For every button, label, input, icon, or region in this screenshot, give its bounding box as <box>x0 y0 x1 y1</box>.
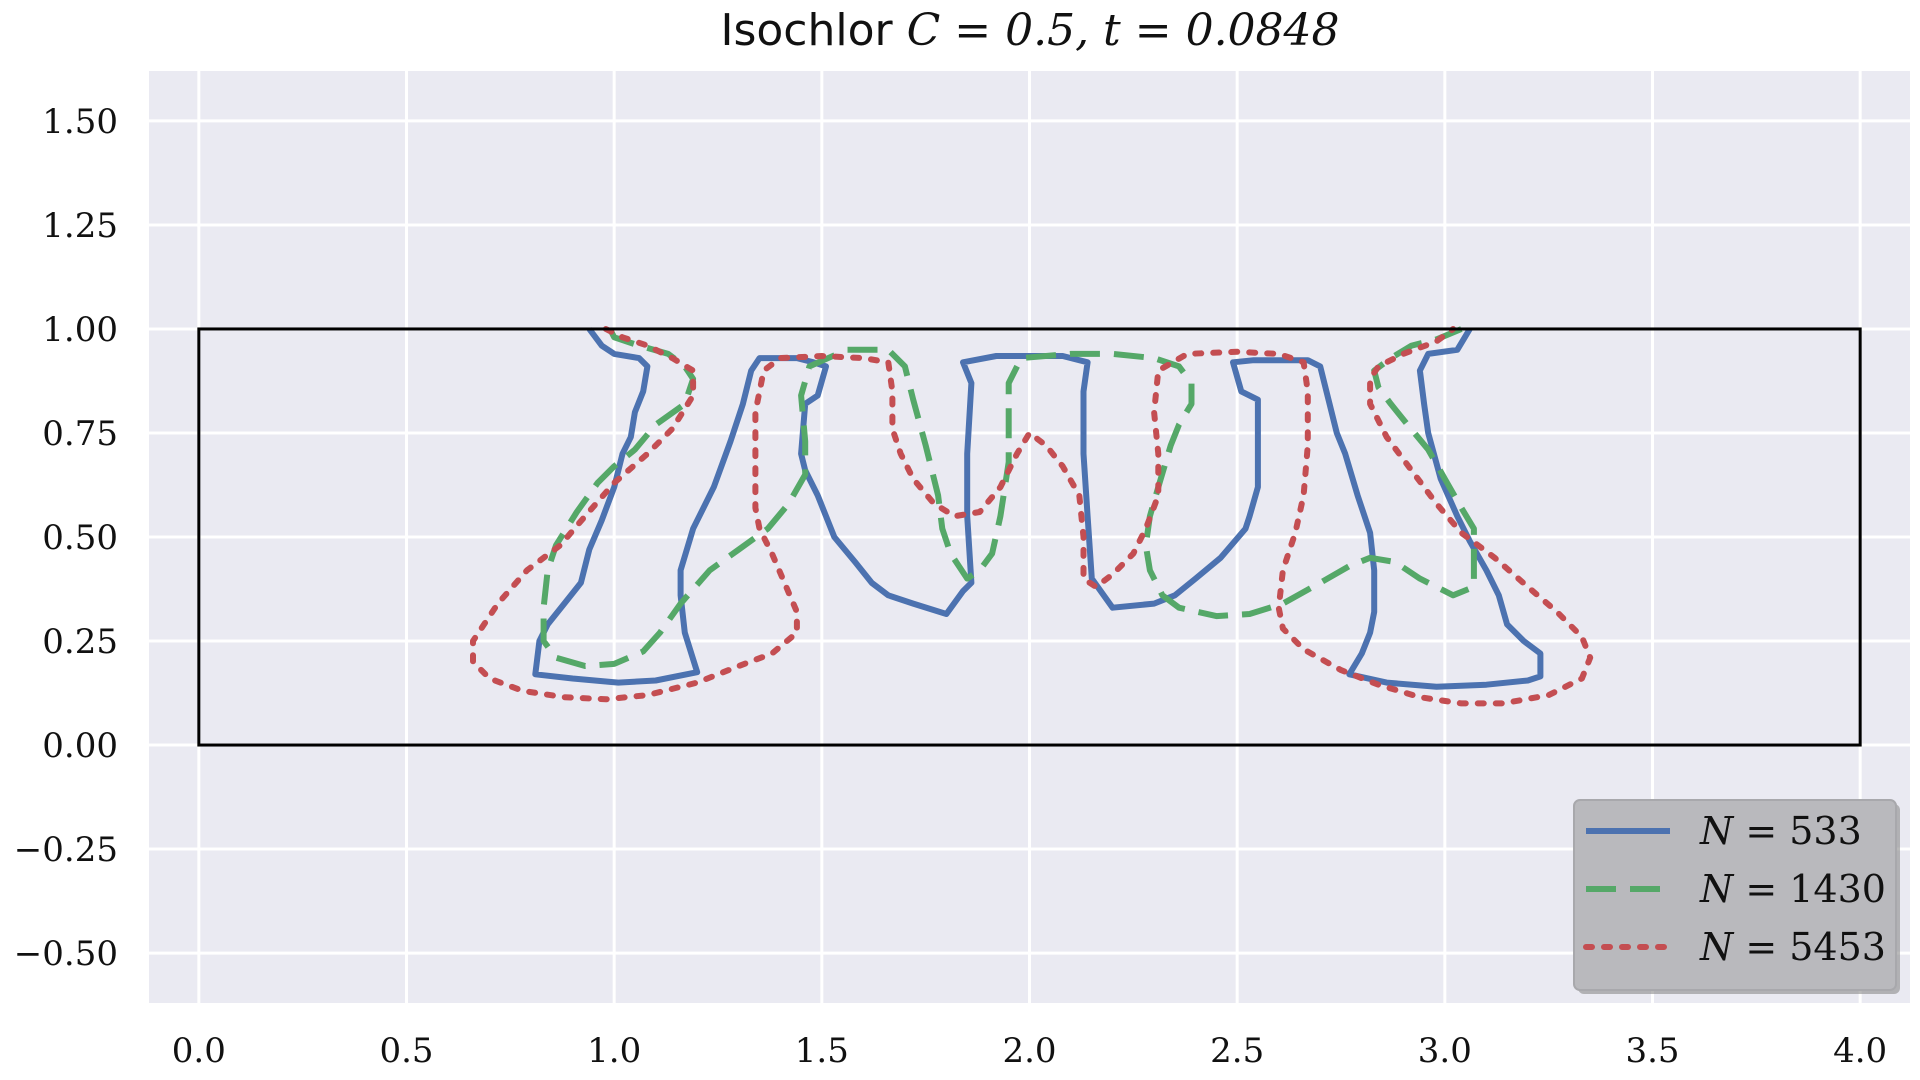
legend-value: = 1430 <box>1733 867 1886 911</box>
legend-var: N <box>1699 809 1735 853</box>
x-tick-label: 0.0 <box>172 1031 226 1071</box>
y-axis-ticks: 1.50 1.25 1.00 0.75 0.50 0.25 0.00 −0.25 −0.50 <box>14 102 118 974</box>
x-tick-label: 0.5 <box>379 1031 433 1071</box>
y-tick-label: 0.00 <box>42 726 118 766</box>
legend-label-2: N = 1430 <box>1699 867 1886 911</box>
title-t-label: t = 0.0848 <box>1103 5 1339 56</box>
domain-box <box>197 327 1862 747</box>
x-tick-label: 2.5 <box>1210 1031 1264 1071</box>
y-tick-label: 1.25 <box>42 206 118 246</box>
y-tick-label: 0.75 <box>42 414 118 454</box>
series-line-2 <box>540 326 1477 669</box>
x-tick-label: 3.5 <box>1625 1031 1679 1071</box>
legend-value: = 5453 <box>1733 925 1886 969</box>
y-tick-label: 1.00 <box>42 310 118 350</box>
legend-value: = 533 <box>1733 809 1862 853</box>
legend-label-3: N = 5453 <box>1699 925 1886 969</box>
grid <box>149 71 1910 1003</box>
y-tick-label: 1.50 <box>42 102 118 142</box>
y-tick-label: 0.25 <box>42 622 118 662</box>
legend-label-1: N = 533 <box>1699 809 1862 853</box>
x-tick-label: 4.0 <box>1833 1031 1887 1071</box>
x-tick-label: 1.5 <box>795 1031 849 1071</box>
x-axis-ticks: 0.0 0.5 1.0 1.5 2.0 2.5 3.0 3.5 4.0 <box>172 1031 1887 1071</box>
y-tick-label: −0.25 <box>14 830 118 870</box>
title-c-label: C = 0.5, <box>907 5 1103 56</box>
chart-title: Isochlor C = 0.5, t = 0.0848 <box>720 5 1339 56</box>
legend-box <box>1573 799 1897 991</box>
x-tick-label: 1.0 <box>587 1031 641 1071</box>
y-tick-label: −0.50 <box>14 934 118 974</box>
legend-var: N <box>1699 867 1735 911</box>
series-layer <box>470 326 1594 707</box>
x-tick-label: 3.0 <box>1418 1031 1472 1071</box>
x-tick-label: 2.0 <box>1002 1031 1056 1071</box>
title-prefix: Isochlor <box>720 5 906 56</box>
legend-var: N <box>1699 925 1735 969</box>
domain-box-layer <box>197 327 1862 747</box>
y-tick-label: 0.50 <box>42 518 118 558</box>
series-line-3 <box>470 326 1594 707</box>
